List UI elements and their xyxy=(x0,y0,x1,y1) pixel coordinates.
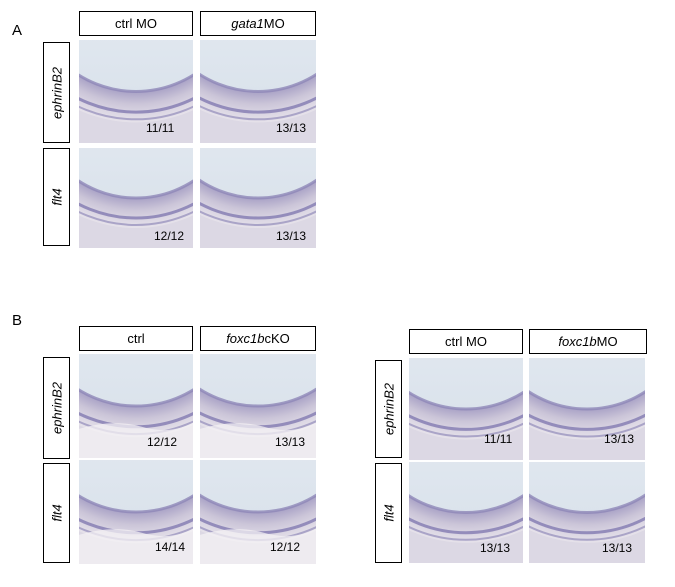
embryo-image xyxy=(79,460,193,564)
embryo-image xyxy=(409,462,523,563)
column-header-text: ctrl MO xyxy=(115,16,157,31)
embryo-illustration xyxy=(200,40,316,143)
embryo-illustration xyxy=(79,40,193,143)
column-header-text: MO xyxy=(596,334,618,349)
embryo-illustration xyxy=(200,148,316,248)
embryo-image xyxy=(200,40,316,143)
row-label-text: ephrinB2 xyxy=(49,66,64,119)
row-label-text: flt4 xyxy=(381,504,396,522)
embryo-count: 13/13 xyxy=(602,541,633,555)
embryo-count: 14/14 xyxy=(155,540,186,554)
row-label-ephrinb2: ephrinB2 xyxy=(43,42,70,143)
embryo-illustration xyxy=(529,358,645,460)
row-label-text: flt4 xyxy=(49,504,64,522)
row-label-text: ephrinB2 xyxy=(49,381,64,435)
embryo-count: 13/13 xyxy=(276,229,307,243)
column-header-ctrl: ctrl xyxy=(79,326,193,351)
embryo-illustration xyxy=(200,460,316,564)
column-header-foxc1b-mo: foxc1b MO xyxy=(529,329,647,354)
embryo-illustration xyxy=(529,462,645,563)
column-header-text: ctrl MO xyxy=(445,334,487,349)
embryo-image xyxy=(529,462,645,563)
row-label-ephrinb2: ephrinB2 xyxy=(43,357,70,459)
row-label-ephrinb2: ephrinB2 xyxy=(375,360,402,458)
column-header-ctrl-mo: ctrl MO xyxy=(79,11,193,36)
embryo-image xyxy=(79,40,193,143)
embryo-count: 13/13 xyxy=(604,432,635,446)
column-header-text: cKO xyxy=(264,331,290,346)
embryo-illustration xyxy=(79,354,193,458)
column-header-text: MO xyxy=(263,16,285,31)
embryo-count: 11/11 xyxy=(146,121,175,135)
embryo-count: 12/12 xyxy=(270,540,301,554)
column-header-ctrl-mo: ctrl MO xyxy=(409,329,523,354)
column-header-gene: gata1 xyxy=(231,16,264,31)
panel-letter-a: A xyxy=(12,22,23,39)
column-header-gata1-mo: gata1 MO xyxy=(200,11,316,36)
embryo-illustration xyxy=(409,358,523,460)
column-header-text: ctrl xyxy=(127,331,145,346)
embryo-count: 13/13 xyxy=(275,435,306,449)
embryo-image xyxy=(79,354,193,458)
panel-letter-b: B xyxy=(12,312,23,329)
embryo-count: 12/12 xyxy=(154,229,185,243)
row-label-flt4: flt4 xyxy=(375,463,402,563)
embryo-count: 11/11 xyxy=(484,432,513,446)
embryo-image xyxy=(529,358,645,460)
embryo-illustration xyxy=(409,462,523,563)
embryo-count: 13/13 xyxy=(276,121,307,135)
embryo-count: 12/12 xyxy=(147,435,178,449)
column-header-gene: foxc1b xyxy=(226,331,265,346)
embryo-image xyxy=(200,148,316,248)
embryo-image xyxy=(200,460,316,564)
embryo-illustration xyxy=(79,460,193,564)
column-header-gene: foxc1b xyxy=(558,334,597,349)
row-label-flt4: flt4 xyxy=(43,463,70,563)
embryo-count: 13/13 xyxy=(480,541,511,555)
column-header-foxc1b-cko: foxc1b cKO xyxy=(200,326,316,351)
embryo-image xyxy=(409,358,523,460)
embryo-illustration xyxy=(200,354,316,458)
embryo-illustration xyxy=(79,148,193,248)
embryo-image xyxy=(200,354,316,458)
embryo-image xyxy=(79,148,193,248)
row-label-text: flt4 xyxy=(49,188,64,206)
row-label-text: ephrinB2 xyxy=(381,382,396,436)
row-label-flt4: flt4 xyxy=(43,148,70,246)
